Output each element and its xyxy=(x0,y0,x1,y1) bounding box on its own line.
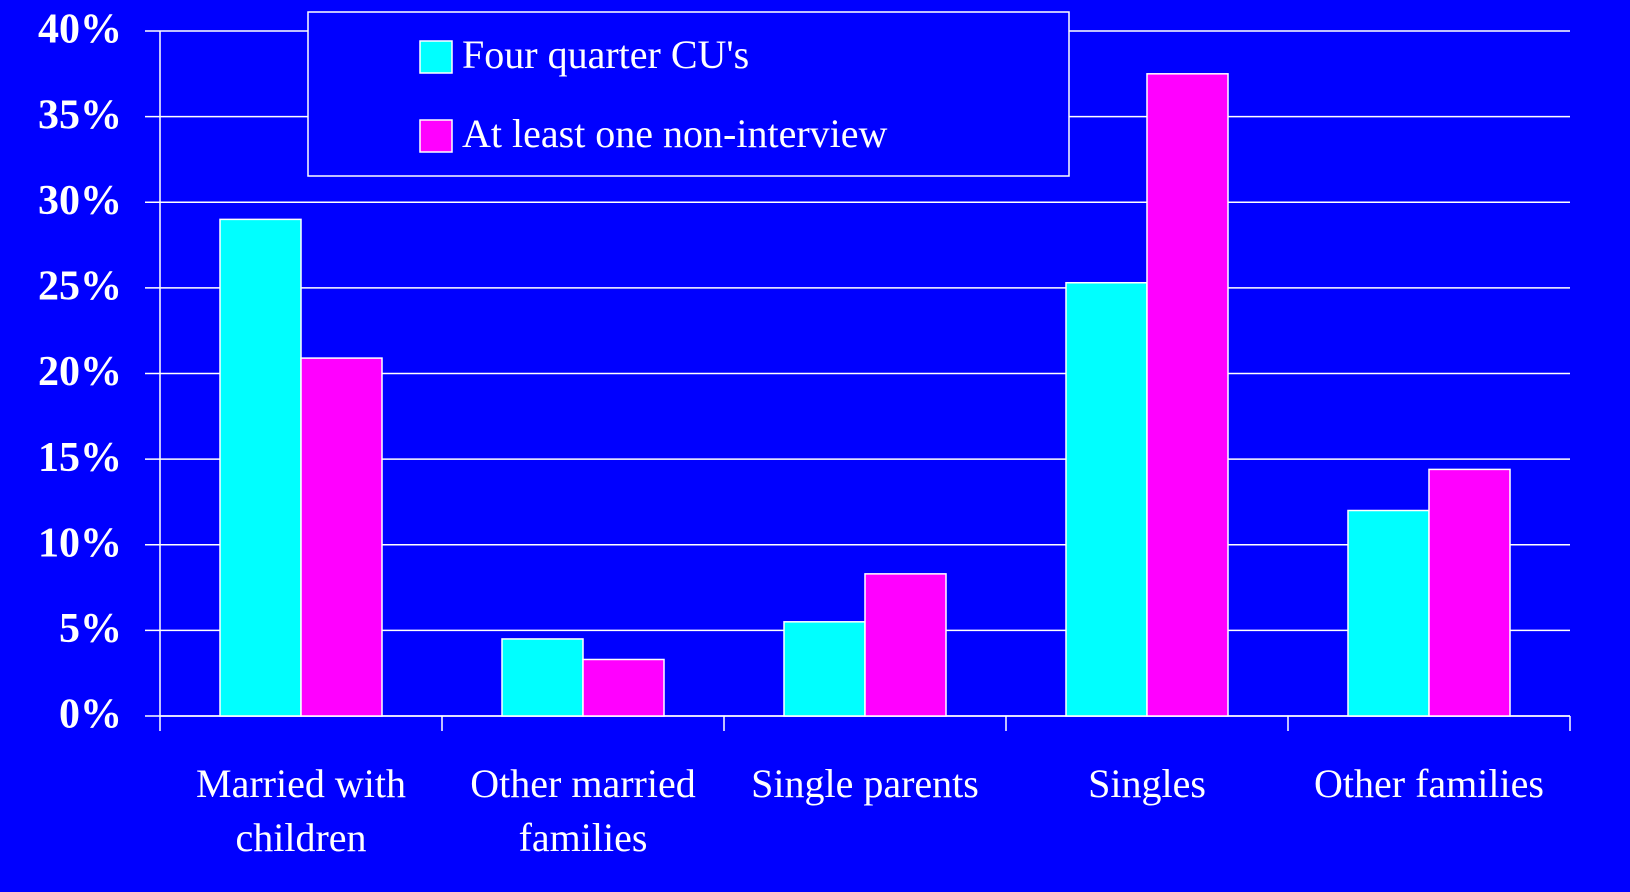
y-tick-label: 30% xyxy=(38,178,122,224)
bar xyxy=(300,357,383,717)
legend: Four quarter CU's At least one non-interv… xyxy=(307,11,1070,177)
x-tick-label: Other married families xyxy=(470,761,696,860)
bar xyxy=(783,621,866,717)
y-tick-label: 10% xyxy=(38,520,122,566)
y-tick-label: 25% xyxy=(38,264,122,310)
x-tick-label: Single parents xyxy=(751,761,979,806)
y-tick-label: 35% xyxy=(38,92,122,138)
legend-label: Four quarter CU's xyxy=(462,32,749,77)
bar xyxy=(1146,73,1229,717)
bar xyxy=(1347,509,1430,717)
bar xyxy=(582,658,665,717)
y-tick-label: 20% xyxy=(38,349,122,395)
bar xyxy=(864,573,947,717)
y-tick-label: 5% xyxy=(59,606,122,652)
bar xyxy=(219,218,302,717)
legend-swatch xyxy=(419,119,453,153)
legend-label: At least one non-interview xyxy=(462,111,888,156)
y-tick-label: 40% xyxy=(38,7,122,53)
bar xyxy=(501,638,584,717)
y-tick-label: 0% xyxy=(59,692,122,738)
x-tick-label: Other families xyxy=(1314,761,1544,806)
bar xyxy=(1065,281,1148,717)
legend-swatch xyxy=(419,40,453,74)
y-tick-label: 15% xyxy=(38,435,122,481)
bar xyxy=(1428,468,1511,717)
x-tick-label: Married with children xyxy=(196,761,406,860)
x-tick-label: Singles xyxy=(1088,761,1206,806)
